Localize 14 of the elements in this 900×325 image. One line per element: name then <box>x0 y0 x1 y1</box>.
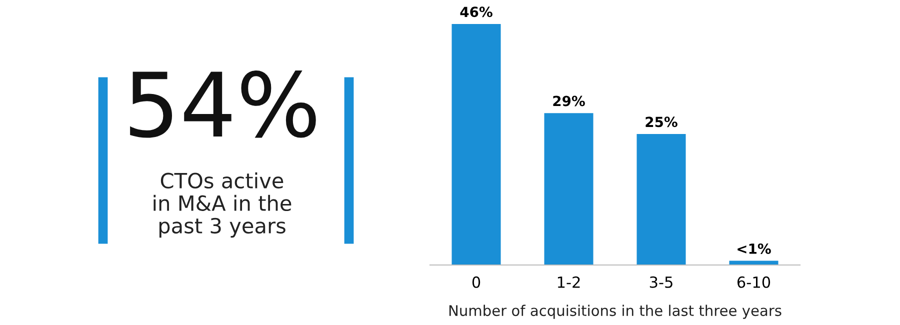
bar <box>452 24 501 265</box>
bar <box>544 113 594 265</box>
x-tick-label: 1-2 <box>558 276 580 288</box>
bar <box>636 134 686 265</box>
text: 54% <box>130 70 316 138</box>
text: CTOs active in M&A in the past 3 years <box>154 172 292 238</box>
x-axis-title: Number of acquisitions in the last three years <box>449 304 782 319</box>
data-label: 29% <box>553 96 585 106</box>
data-label: <1% <box>738 243 771 254</box>
data-label: 25% <box>646 116 678 128</box>
x-tick-label: 6-10 <box>737 276 770 288</box>
x-tick-label: 0 <box>472 276 480 288</box>
data-label: 46% <box>460 6 492 18</box>
x-tick-label: 3-5 <box>650 276 672 288</box>
